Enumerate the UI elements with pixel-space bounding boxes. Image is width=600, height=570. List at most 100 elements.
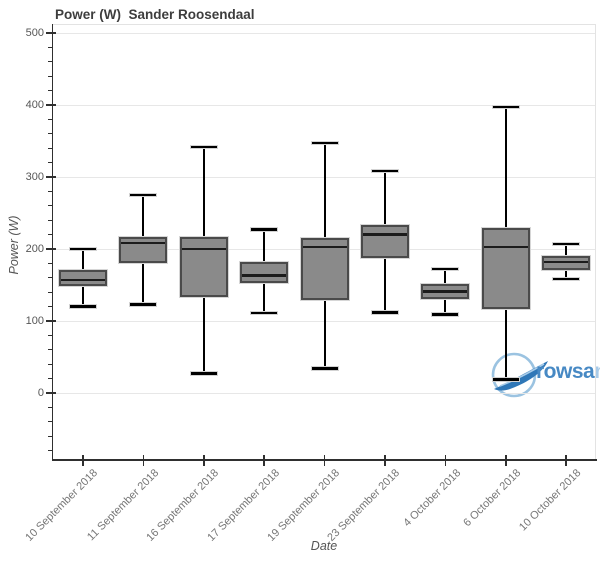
whisker-cap-top (190, 145, 217, 148)
box-plot-group (240, 24, 289, 460)
y-tick-label: 300 (25, 170, 44, 183)
y-minor-tick (48, 421, 53, 423)
y-minor-tick (48, 234, 53, 236)
plot-border-right (595, 24, 596, 460)
whisker-cap-bottom (372, 311, 398, 314)
box-plot-group (179, 24, 228, 460)
y-minor-tick (48, 363, 53, 365)
plot-border-top (53, 24, 596, 25)
x-major-tick (203, 455, 205, 466)
median-line (181, 247, 226, 251)
whisker-cap-bottom (190, 372, 217, 375)
box-plot-group (300, 24, 349, 460)
box-plot-group (421, 24, 470, 460)
whisker-cap-top (70, 247, 96, 251)
box-plot-group (361, 24, 409, 460)
x-major-tick (142, 455, 145, 466)
y-major-tick (46, 104, 56, 106)
whisker-cap-top (492, 105, 519, 109)
y-minor-tick (48, 262, 53, 264)
median-line (483, 245, 528, 249)
whisker-cap-top (432, 267, 459, 271)
x-tick-label: 6 October 2018 (461, 467, 524, 530)
whisker-cap-bottom (432, 313, 459, 316)
iqr-box (240, 261, 289, 283)
y-major-tick (46, 248, 56, 250)
whisker-cap-bottom (553, 277, 580, 281)
y-tick-label: 500 (25, 26, 44, 39)
whisker-cap-top (251, 228, 278, 231)
y-minor-tick (48, 349, 53, 351)
y-axis-line (51, 24, 53, 461)
x-major-tick (82, 455, 84, 466)
watermark-text-faded: n (594, 360, 600, 383)
y-gridline (53, 32, 595, 34)
watermark-logo (478, 348, 600, 406)
y-minor-tick (48, 435, 53, 437)
y-major-tick (46, 392, 56, 394)
x-major-tick (505, 455, 507, 466)
iqr-box (59, 269, 107, 286)
whisker-cap-bottom (70, 305, 96, 308)
whisker-cap-top (311, 141, 338, 145)
y-minor-tick (48, 334, 53, 336)
y-minor-tick (48, 306, 53, 308)
box-plot-group (119, 24, 168, 460)
y-minor-tick (48, 219, 53, 221)
iqr-box (481, 228, 530, 309)
y-major-tick (46, 32, 56, 34)
iqr-box (542, 256, 591, 270)
y-minor-tick (48, 118, 53, 120)
x-tick-label: 4 October 2018 (400, 467, 463, 530)
median-line (544, 260, 589, 264)
whisker-cap-bottom (251, 311, 278, 315)
y-minor-tick (48, 147, 53, 149)
y-minor-tick (48, 133, 53, 135)
x-major-tick (384, 455, 386, 466)
x-axis-title: Date (310, 539, 338, 553)
whisker-cap-top (372, 169, 398, 173)
median-line (121, 241, 166, 245)
y-tick-label: 400 (25, 98, 44, 111)
y-minor-tick (48, 378, 53, 380)
y-tick-label: 0 (37, 386, 44, 399)
whisker-cap-bottom (130, 303, 157, 306)
y-minor-tick (48, 61, 53, 63)
y-minor-tick (48, 162, 53, 164)
whisker-cap-top (130, 193, 157, 197)
iqr-box (300, 238, 349, 301)
watermark-text-main: rowsa (536, 360, 595, 383)
iqr-box (421, 283, 470, 299)
box-plot-group (59, 24, 107, 460)
median-line (302, 245, 347, 249)
y-minor-tick (48, 46, 53, 48)
x-major-tick (263, 455, 265, 466)
box-plot-group (481, 24, 530, 460)
y-major-tick (46, 176, 56, 178)
y-gridline (53, 104, 595, 106)
y-minor-tick (48, 90, 53, 92)
y-minor-tick (48, 75, 53, 77)
plot-area (53, 24, 595, 460)
x-major-tick (323, 455, 326, 466)
iqr-box (361, 224, 409, 259)
iqr-box (179, 237, 228, 298)
whisker-cap-bottom (311, 367, 338, 370)
whisker-cap-bottom (492, 378, 519, 381)
chart-title: Power (W) Sander Roosendaal (55, 7, 255, 22)
whisker-cap-top (553, 242, 580, 246)
y-minor-tick (48, 277, 53, 279)
iqr-box (119, 236, 168, 263)
y-minor-tick (48, 450, 53, 452)
y-major-tick (46, 320, 56, 322)
y-tick-label: 100 (25, 314, 44, 327)
y-tick-label: 200 (25, 242, 44, 255)
x-tick-label: 10 October 2018 (517, 467, 584, 534)
median-line (61, 278, 105, 282)
y-minor-tick (48, 291, 53, 293)
median-line (242, 274, 287, 277)
median-line (363, 233, 407, 236)
y-minor-tick (48, 406, 53, 408)
x-major-tick (565, 455, 567, 466)
